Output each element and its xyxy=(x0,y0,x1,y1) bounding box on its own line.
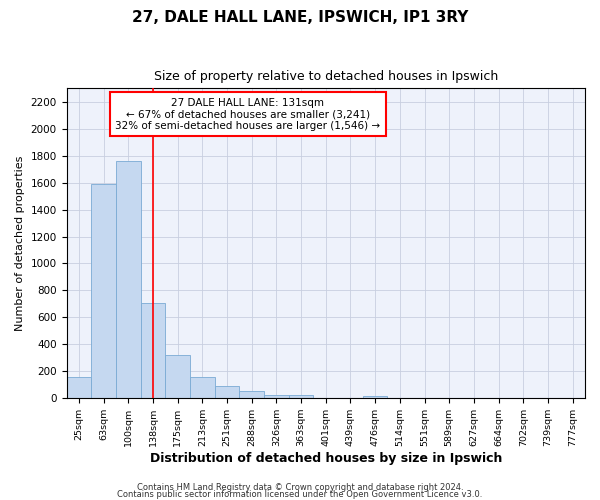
Bar xyxy=(165,355,190,398)
Text: 27, DALE HALL LANE, IPSWICH, IP1 3RY: 27, DALE HALL LANE, IPSWICH, IP1 3RY xyxy=(132,10,468,25)
X-axis label: Distribution of detached houses by size in Ipswich: Distribution of detached houses by size … xyxy=(149,452,502,465)
Bar xyxy=(116,161,140,398)
Text: Contains HM Land Registry data © Crown copyright and database right 2024.: Contains HM Land Registry data © Crown c… xyxy=(137,484,463,492)
Bar xyxy=(289,395,313,398)
Bar xyxy=(363,396,388,398)
Title: Size of property relative to detached houses in Ipswich: Size of property relative to detached ho… xyxy=(154,70,498,83)
Y-axis label: Number of detached properties: Number of detached properties xyxy=(15,156,25,331)
Bar xyxy=(264,395,289,398)
Bar xyxy=(67,376,91,398)
Text: Contains public sector information licensed under the Open Government Licence v3: Contains public sector information licen… xyxy=(118,490,482,499)
Bar xyxy=(91,184,116,398)
Bar xyxy=(190,378,215,398)
Bar xyxy=(215,386,239,398)
Bar xyxy=(239,392,264,398)
Text: 27 DALE HALL LANE: 131sqm
← 67% of detached houses are smaller (3,241)
32% of se: 27 DALE HALL LANE: 131sqm ← 67% of detac… xyxy=(115,98,380,131)
Bar xyxy=(140,302,165,398)
